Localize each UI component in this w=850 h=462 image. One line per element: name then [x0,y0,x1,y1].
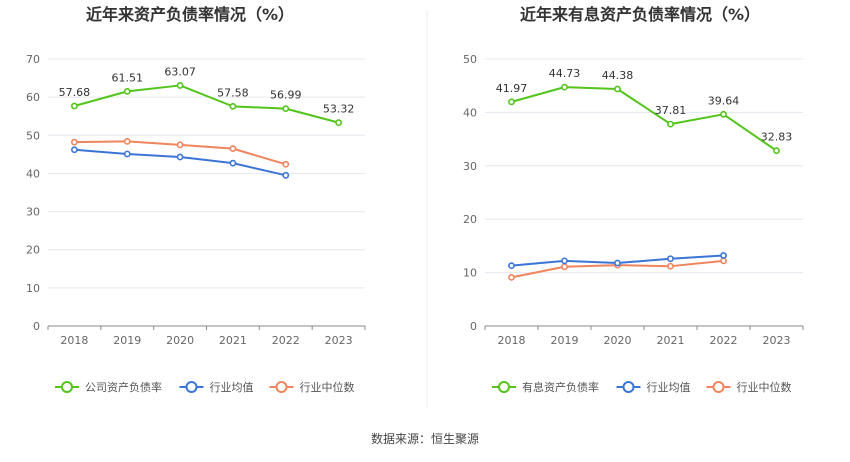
chart-1-legend-swatch-marker [712,381,725,393]
chart-0-series-2-point [123,137,131,145]
chart-0-series-1-point [282,171,290,179]
chart-1-xtick-label: 2023 [763,334,791,347]
interest-debt-ratio-chart: 近年来有息资产负债率情况（%） 0 10 20 30 40 50 2018 2019 2020 20… [463,5,804,394]
chart-1-series-2-point [508,274,515,281]
chart-1-legend-swatch-marker [622,381,635,393]
chart-1-series-2-point [667,262,674,270]
chart-1-xtick-label: 2018 [498,334,526,347]
chart-0-ytick-label: 40 [26,167,40,180]
chart-0-data-label: 63.07 [164,65,196,78]
chart-0-legend-label: 行业均值 [210,381,254,394]
chart-0-series-0-point [71,102,78,110]
chart-1-legend-label: 行业中位数 [737,380,792,394]
chart-0-xtick-label: 2022 [272,334,300,347]
chart-1-xtick-label: 2020 [604,334,632,347]
chart-1-data-label: 44.73 [549,67,581,80]
chart-0-title: 近年来资产负债率情况（%） [86,5,294,24]
chart-1-ytick-label: 40 [463,106,477,119]
chart-1-series-1-point [667,255,674,263]
chart-1-series-1-point [720,252,727,259]
chart-1-legend-swatch-marker [498,381,510,393]
chart-0-xtick-label: 2018 [60,334,88,347]
chart-0-series-0-line [74,84,339,124]
chart-0-ytick-label: 0 [33,320,40,333]
chart-0-ytick-label: 30 [26,206,40,219]
chart-1-series-0-line [511,86,778,152]
chart-1-legend-label: 行业均值 [647,381,691,394]
chart-0-legend-swatch-marker [185,381,198,393]
chart-1-series-1-point [508,262,515,270]
chart-0-series-1-point [71,146,78,154]
chart-0-data-label: 57.68 [59,86,91,99]
chart-1-title: 近年来有息资产负债率情况（%） [520,5,760,24]
chart-0-ytick-label: 20 [26,244,40,257]
chart-0-xtick-label: 2019 [113,334,141,347]
chart-0-ytick-label: 60 [26,91,40,104]
chart-0-series-1-line [74,148,286,177]
chart-1-ytick-label: 10 [463,267,477,280]
chart-0-series-0-point [176,82,184,89]
chart-0-series-0-point [335,119,342,127]
chart-0-series-2-point [229,145,237,153]
chart-0-xtick-label: 2020 [166,334,194,347]
chart-0-series-0-point [282,105,290,113]
chart-0-series-2-point [282,160,290,168]
chart-1-series-0-point [667,120,674,128]
chart-0-data-label: 56.99 [270,89,302,102]
chart-1-series-2-point [720,257,727,265]
chart-1-ytick-label: 50 [463,53,477,66]
chart-1-data-label: 32.83 [761,131,793,144]
chart-0-data-label: 53.32 [323,103,355,116]
chart-0-data-label: 61.51 [112,71,144,84]
chart-1-ytick-label: 30 [463,160,477,173]
chart-1-ytick-label: 20 [463,213,477,226]
chart-0-series-1-point [176,153,184,161]
debt-ratio-chart: 近年来资产负债率情况（%） 0 10 20 30 40 50 60 70 2018 2019 2020… [26,5,366,394]
chart-0-xtick-label: 2021 [219,334,247,347]
chart-0-series-1-point [229,159,237,167]
chart-1-ytick-label: 0 [470,320,477,333]
chart-1-data-label: 44.38 [602,69,634,82]
chart-0-legend-swatch-marker [61,381,73,393]
chart-1-series-2-point [561,263,568,271]
chart-0-series-1-point [123,150,131,158]
chart-1-series-0-point [561,83,568,91]
chart-1-data-label: 37.81 [655,104,687,117]
source-note: 数据来源：恒生聚源 [371,431,479,446]
chart-0-series-0-point [123,87,131,95]
chart-1-series-0-point [614,85,621,93]
chart-1-legend-label: 有息资产负债率 [522,380,599,394]
chart-0-series-0-point [229,102,237,110]
chart-1-series-1-point [561,257,568,265]
chart-0-ytick-label: 50 [26,129,40,142]
chart-1-series-0-point [773,147,780,155]
chart-0-ytick-label: 10 [26,282,40,295]
chart-1-data-label: 41.97 [496,82,528,95]
chart-0-legend-label: 行业中位数 [300,380,355,394]
chart-0-data-label: 57.58 [217,86,249,99]
chart-1-xtick-label: 2021 [657,334,685,347]
chart-1-xtick-label: 2019 [551,334,579,347]
chart-0-legend-swatch-marker [275,381,288,393]
chart-1-series-0-point [508,98,515,106]
chart-0-ytick-label: 70 [26,53,40,66]
chart-0-series-2-point [71,138,78,146]
chart-0-xtick-label: 2023 [325,334,353,347]
chart-1-series-1-point [614,259,621,267]
chart-1-series-0-point [720,110,727,118]
chart-0-legend-label: 公司资产负债率 [85,380,162,394]
chart-0-series-2-point [176,141,184,149]
chart-1-xtick-label: 2022 [710,334,738,347]
chart-1-data-label: 39.64 [708,94,740,107]
